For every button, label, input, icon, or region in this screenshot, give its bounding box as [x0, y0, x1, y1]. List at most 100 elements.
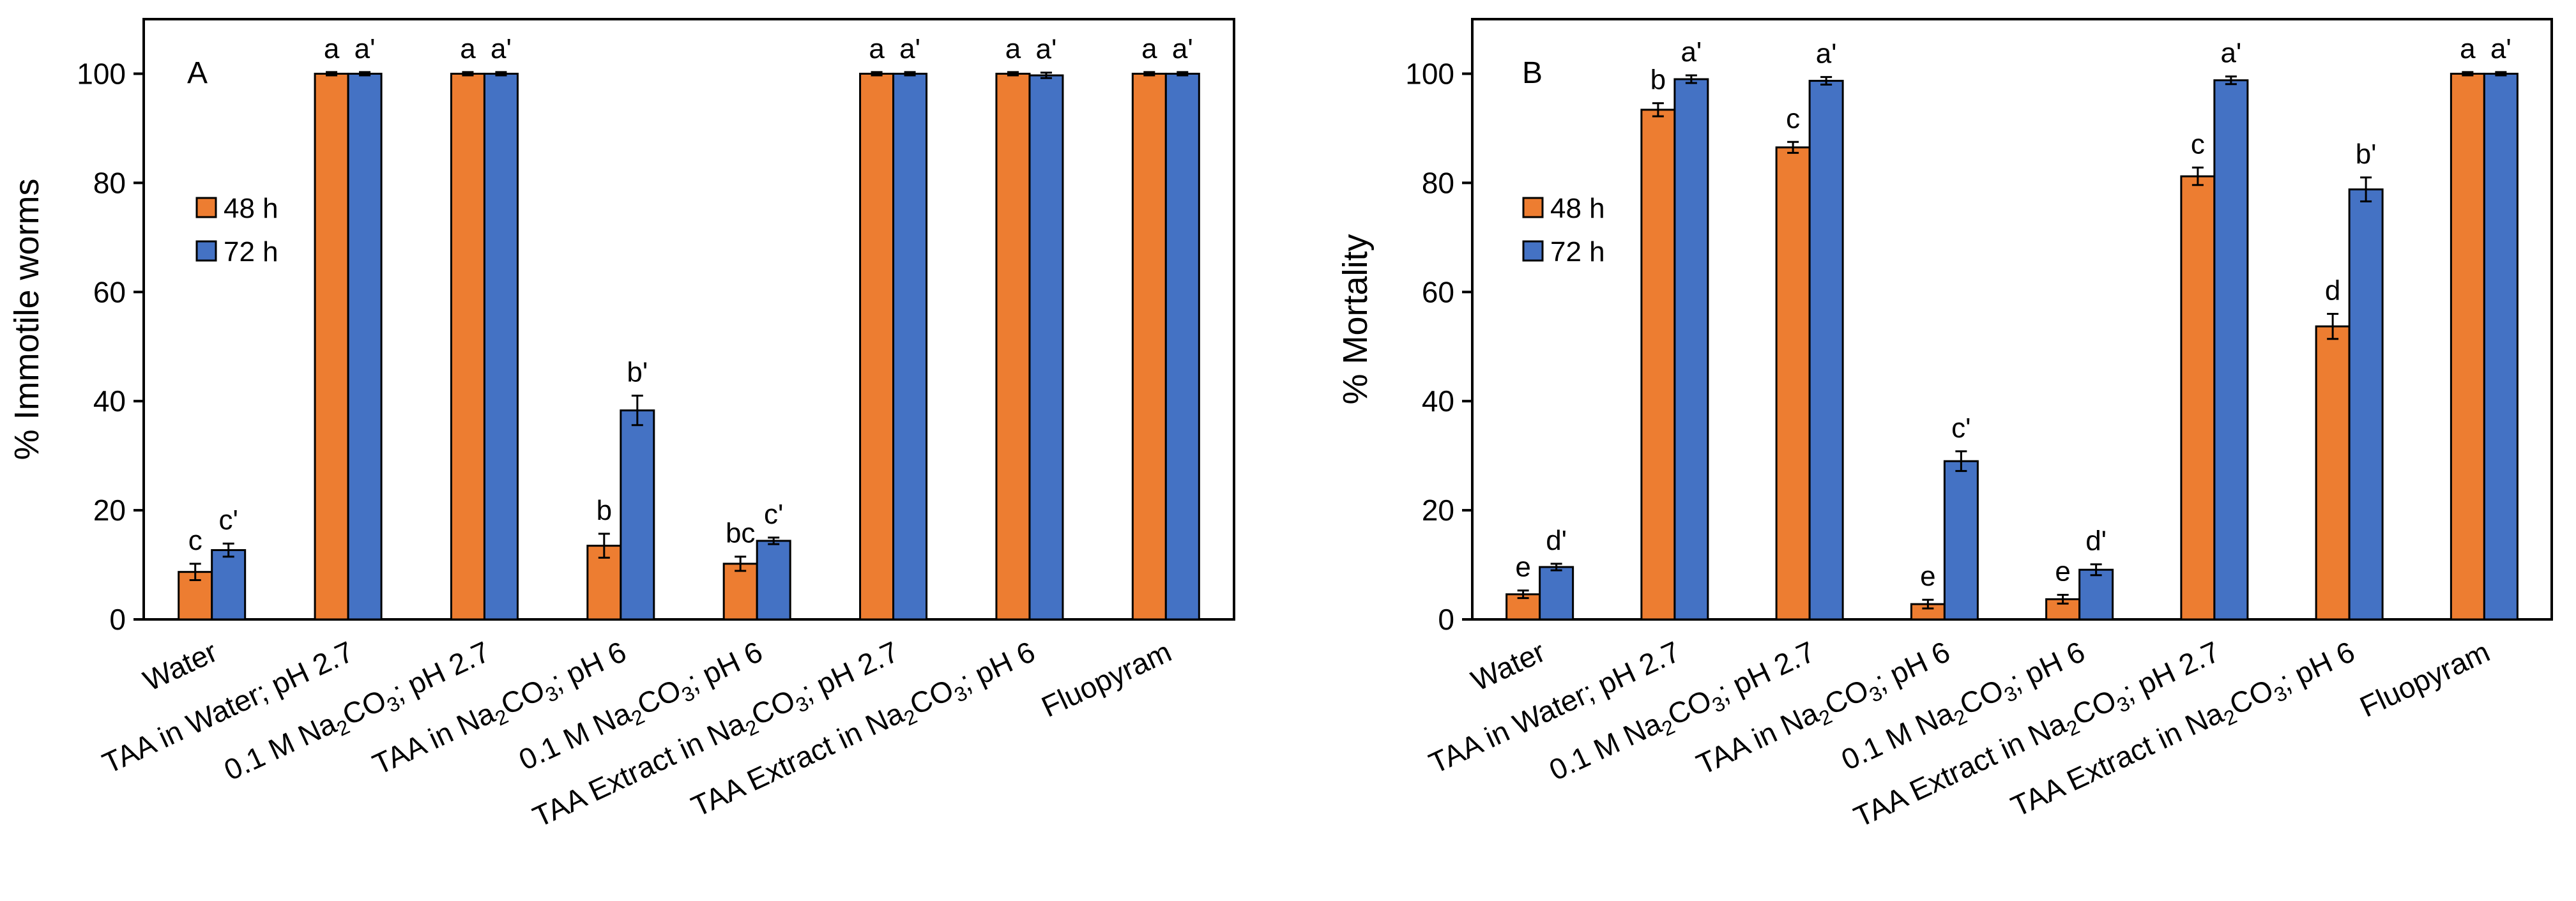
bar — [859, 72, 895, 621]
bar — [2180, 175, 2216, 621]
panel-label: B — [1522, 56, 1543, 90]
y-tick-label: 80 — [93, 166, 126, 199]
significance-letter: c' — [1951, 413, 1970, 444]
bar — [2450, 72, 2485, 621]
legend-swatch — [1522, 240, 1544, 262]
bar — [1775, 146, 1811, 621]
significance-letter: c — [2191, 128, 2205, 160]
y-tick-label: 0 — [109, 603, 126, 636]
plot-frame — [1471, 18, 2553, 621]
significance-letter: a' — [1036, 34, 1057, 65]
legend-label: 48 h — [224, 193, 278, 224]
legend-label: 72 h — [224, 236, 278, 268]
x-tick-label-part: ; pH 6 — [2005, 635, 2090, 698]
significance-letter: e — [1920, 561, 1935, 592]
bar — [2315, 325, 2351, 621]
x-tick-label-part: ; pH 6 — [955, 635, 1040, 698]
x-tick-label-part: ; pH 6 — [546, 635, 631, 698]
bar — [2078, 568, 2114, 621]
bar — [2213, 79, 2249, 621]
x-tick-label-part: ; pH 2.7 — [796, 635, 904, 708]
bar — [347, 72, 383, 621]
x-tick-label-part: Water — [1466, 635, 1550, 697]
significance-letter: a' — [2490, 33, 2511, 64]
x-tick-label: Fluopyram — [1037, 635, 1177, 723]
legend-swatch — [195, 240, 217, 262]
y-tick-label: 40 — [93, 384, 126, 418]
x-tick-label-part: ; pH 6 — [1870, 635, 1955, 698]
x-tick-label-part: ; pH 6 — [682, 635, 767, 698]
significance-letter: a' — [491, 33, 512, 64]
x-tick-label-part: ; pH 2.7 — [2117, 635, 2225, 708]
x-tick-label: Fluopyram — [2355, 635, 2495, 723]
y-tick-label: 80 — [1422, 166, 1454, 199]
significance-letter: a' — [354, 33, 376, 64]
x-tick-label-part: ; pH 2.7 — [388, 635, 495, 708]
x-tick-label: Water — [138, 635, 222, 697]
y-tick-label: 0 — [1438, 603, 1454, 636]
x-tick-label-part: Fluopyram — [1037, 635, 1177, 723]
y-axis-title: % Immotile worms — [8, 178, 46, 460]
significance-letter: b' — [2356, 139, 2377, 170]
legend-swatch — [195, 197, 217, 218]
significance-letter: a' — [1816, 38, 1837, 70]
bar — [1131, 72, 1167, 621]
significance-letter: d — [2325, 275, 2340, 306]
significance-letter: a — [324, 33, 340, 64]
significance-letter: a — [1141, 33, 1157, 64]
significance-letter: d' — [2085, 526, 2107, 557]
bar — [995, 72, 1031, 621]
significance-letter: c' — [218, 504, 238, 536]
legend-swatch — [1522, 197, 1544, 218]
significance-letter: c — [188, 525, 202, 556]
bar — [756, 540, 791, 621]
x-tick-label-part: ; pH 2.7 — [1712, 635, 1820, 708]
significance-letter: e — [1515, 552, 1530, 583]
plot-frame — [142, 18, 1235, 621]
bar — [2483, 72, 2519, 621]
bar — [722, 563, 758, 621]
significance-letter: a — [460, 33, 476, 64]
bar — [1808, 80, 1844, 621]
bar — [1539, 566, 1574, 621]
panel-a: 0 20 40 60 80 100 % Immotile worms Ac a a b bc a a a c'… — [8, 18, 1235, 833]
significance-letter: bc — [726, 518, 755, 549]
bar — [892, 72, 928, 621]
bar — [211, 549, 247, 621]
significance-letter: a' — [2220, 38, 2241, 69]
significance-letter: a — [869, 33, 885, 64]
bar — [1028, 74, 1064, 621]
significance-letter: a' — [899, 33, 920, 64]
y-tick-label: 60 — [1422, 275, 1454, 308]
significance-letter: a — [1005, 33, 1021, 64]
significance-letter: b — [1650, 64, 1666, 96]
significance-letter: a' — [1172, 33, 1193, 64]
y-tick-label: 100 — [77, 57, 126, 90]
bar — [314, 72, 349, 621]
bar — [2348, 188, 2384, 621]
bar — [1640, 109, 1676, 621]
x-tick-label-part: Fluopyram — [2355, 635, 2495, 723]
bar — [1943, 460, 1979, 621]
significance-letter: b' — [627, 357, 648, 388]
bar — [483, 72, 519, 621]
x-tick-label-part: Water — [138, 635, 222, 697]
bar — [450, 72, 485, 621]
legend-label: 48 h — [1550, 193, 1605, 224]
panel-label: A — [187, 56, 208, 90]
y-tick-label: 40 — [1422, 384, 1454, 418]
significance-letter: d' — [1546, 525, 1567, 556]
significance-letter: e — [2055, 556, 2070, 587]
y-tick-label: 100 — [1405, 57, 1454, 90]
y-tick-label: 20 — [1422, 494, 1454, 527]
significance-letter: b — [597, 495, 612, 526]
significance-letter: a — [2460, 33, 2476, 64]
x-tick-label-part: ; pH 6 — [2275, 635, 2359, 698]
panel-b: 0 20 40 60 80 100 % Mortality Be b c e e c d a d' a' a' c'… — [1336, 18, 2553, 833]
y-tick-label: 20 — [93, 494, 126, 527]
x-tick-label: Water — [1466, 635, 1550, 697]
y-tick-label: 60 — [93, 275, 126, 308]
significance-letter: c — [1786, 103, 1800, 134]
bar — [1673, 78, 1709, 621]
